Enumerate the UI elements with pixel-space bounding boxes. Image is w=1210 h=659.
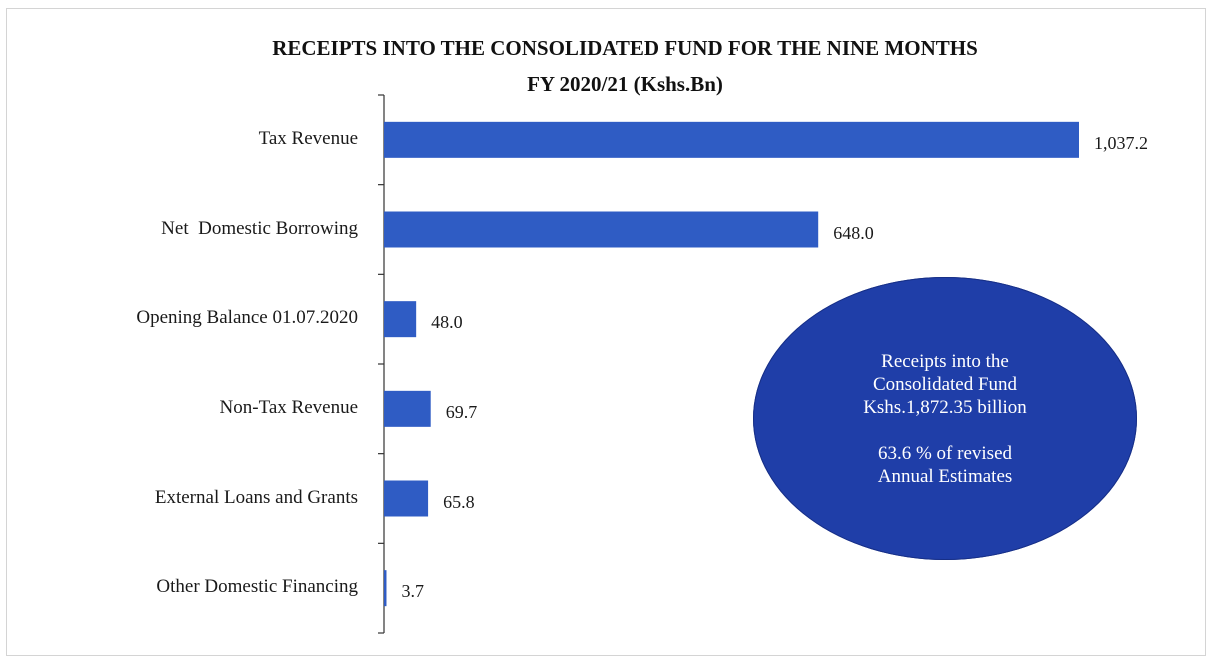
callout-line-3: Kshs.1,872.35 billion — [863, 396, 1027, 418]
chart-frame — [6, 8, 1206, 656]
bar — [384, 121, 1079, 158]
callout-line-1: Receipts into the — [881, 350, 1009, 372]
value-label: 48.0 — [431, 312, 463, 333]
category-label: Non-Tax Revenue — [219, 396, 358, 418]
callout-line-4: 63.6 % of revised — [877, 442, 1013, 464]
value-label: 648.0 — [833, 222, 874, 243]
bar — [384, 480, 429, 517]
chart-title: RECEIPTS INTO THE CONSOLIDATED FUND FOR … — [272, 36, 978, 60]
bar — [384, 390, 431, 427]
bar — [384, 301, 417, 338]
bar — [384, 570, 387, 607]
category-label: Opening Balance 01.07.2020 — [136, 307, 358, 329]
summary-callout: Receipts into the Consolidated Fund Kshs… — [753, 277, 1137, 560]
bar — [384, 211, 819, 248]
value-label: 69.7 — [445, 401, 478, 422]
category-label: Other Domestic Financing — [156, 576, 358, 598]
value-label: 65.8 — [443, 491, 475, 512]
chart-subtitle: FY 2020/21 (Kshs.Bn) — [527, 72, 723, 96]
category-label: External Loans and Grants — [154, 486, 358, 508]
callout-line-2: Consolidated Fund — [872, 373, 1018, 395]
category-label: Net Domestic Borrowing — [161, 217, 358, 239]
callout-line-5: Annual Estimates — [877, 465, 1013, 487]
value-label: 3.7 — [401, 581, 424, 602]
value-label: 1,037.2 — [1094, 132, 1148, 153]
category-label: Tax Revenue — [258, 127, 358, 149]
